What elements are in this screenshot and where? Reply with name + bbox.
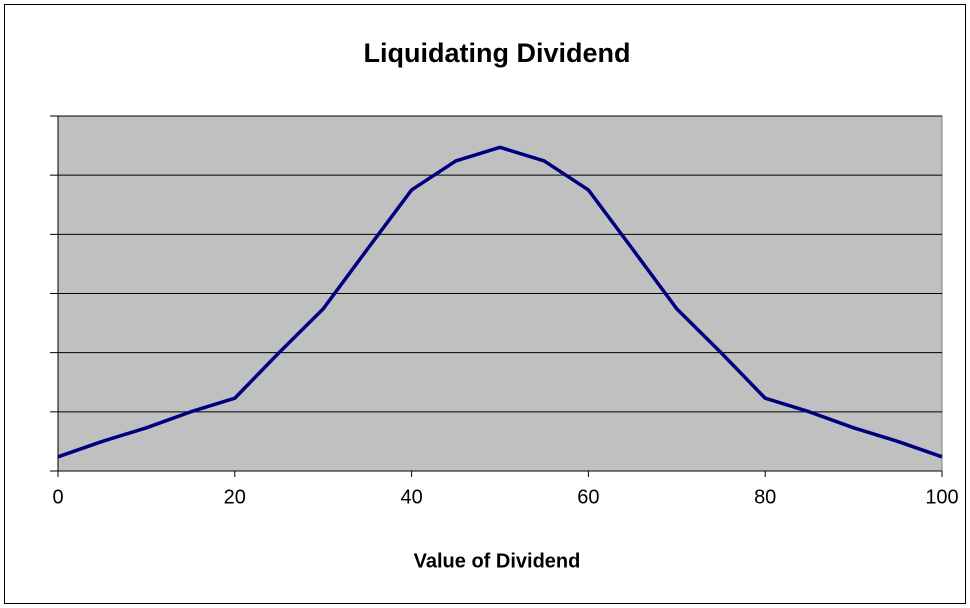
line-series: [57, 145, 943, 459]
x-tick-label: 0: [52, 486, 63, 508]
x-tick-label: 20: [224, 486, 246, 508]
chart-title: Liquidating Dividend: [364, 38, 631, 68]
x-tick-label: 40: [400, 486, 422, 508]
x-tick-label: 60: [577, 486, 599, 508]
x-axis-label: Value of Dividend: [414, 550, 581, 572]
x-tick-label: 80: [754, 486, 776, 508]
x-tick-label: 100: [925, 486, 958, 508]
